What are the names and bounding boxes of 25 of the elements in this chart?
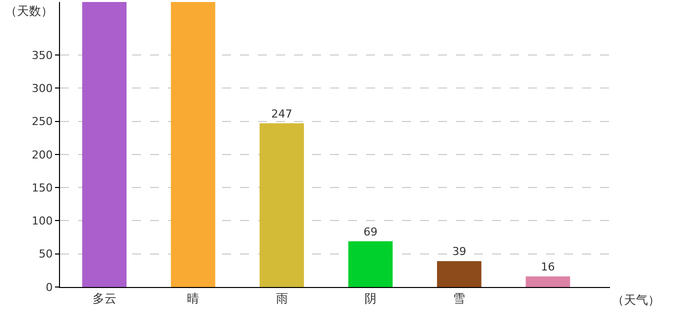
bar	[526, 276, 570, 287]
bar	[437, 261, 482, 287]
data-label: 39	[452, 245, 466, 258]
y-tick-label: 300	[32, 82, 53, 96]
bar	[348, 241, 393, 287]
bar	[82, 2, 127, 287]
x-tick-label: 晴	[187, 291, 200, 306]
y-tick-label: 0	[46, 280, 53, 294]
bar	[170, 2, 216, 287]
y-tick-label: 200	[32, 148, 53, 162]
data-label: 16	[540, 260, 555, 274]
x-tick-label: 雨	[276, 291, 288, 306]
y-tick-label: 150	[32, 181, 53, 194]
data-label: 247	[271, 107, 292, 120]
x-axis-title: （天气）	[612, 293, 660, 307]
y-tick-label: 250	[32, 115, 53, 128]
x-tick-label: 阴	[364, 291, 376, 306]
y-tick-label: 50	[38, 248, 53, 261]
y-tick-label: 100	[32, 214, 53, 228]
y-tick-label: 350	[32, 48, 53, 62]
bar	[260, 123, 304, 287]
y-axis-title: （天数）	[5, 4, 53, 18]
data-label: 69	[363, 225, 378, 238]
x-tick-label: 多云	[92, 291, 116, 306]
x-tick-label: 雪	[453, 291, 466, 306]
